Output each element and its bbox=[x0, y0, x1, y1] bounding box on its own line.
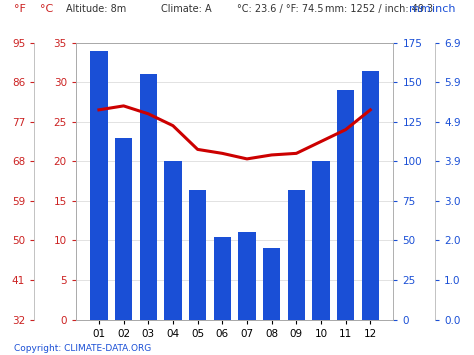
Text: °C: 23.6 / °F: 74.5: °C: 23.6 / °F: 74.5 bbox=[237, 4, 323, 15]
Bar bbox=[214, 237, 231, 320]
Text: Copyright: CLIMATE-DATA.ORG: Copyright: CLIMATE-DATA.ORG bbox=[14, 344, 152, 354]
Text: mm: 1252 / inch: 49.3: mm: 1252 / inch: 49.3 bbox=[325, 4, 433, 15]
Bar bbox=[337, 90, 354, 320]
Bar bbox=[238, 233, 255, 320]
Bar bbox=[164, 161, 182, 320]
Text: °F: °F bbox=[14, 4, 26, 15]
Text: mm: mm bbox=[409, 4, 430, 15]
Bar bbox=[362, 71, 379, 320]
Bar bbox=[90, 50, 108, 320]
Bar bbox=[189, 190, 206, 320]
Bar bbox=[263, 248, 280, 320]
Text: Altitude: 8m: Altitude: 8m bbox=[66, 4, 127, 15]
Text: Climate: A: Climate: A bbox=[161, 4, 212, 15]
Bar bbox=[312, 161, 329, 320]
Bar bbox=[288, 190, 305, 320]
Bar bbox=[140, 74, 157, 320]
Text: °C: °C bbox=[40, 4, 54, 15]
Text: inch: inch bbox=[432, 4, 456, 15]
Bar bbox=[115, 137, 132, 320]
